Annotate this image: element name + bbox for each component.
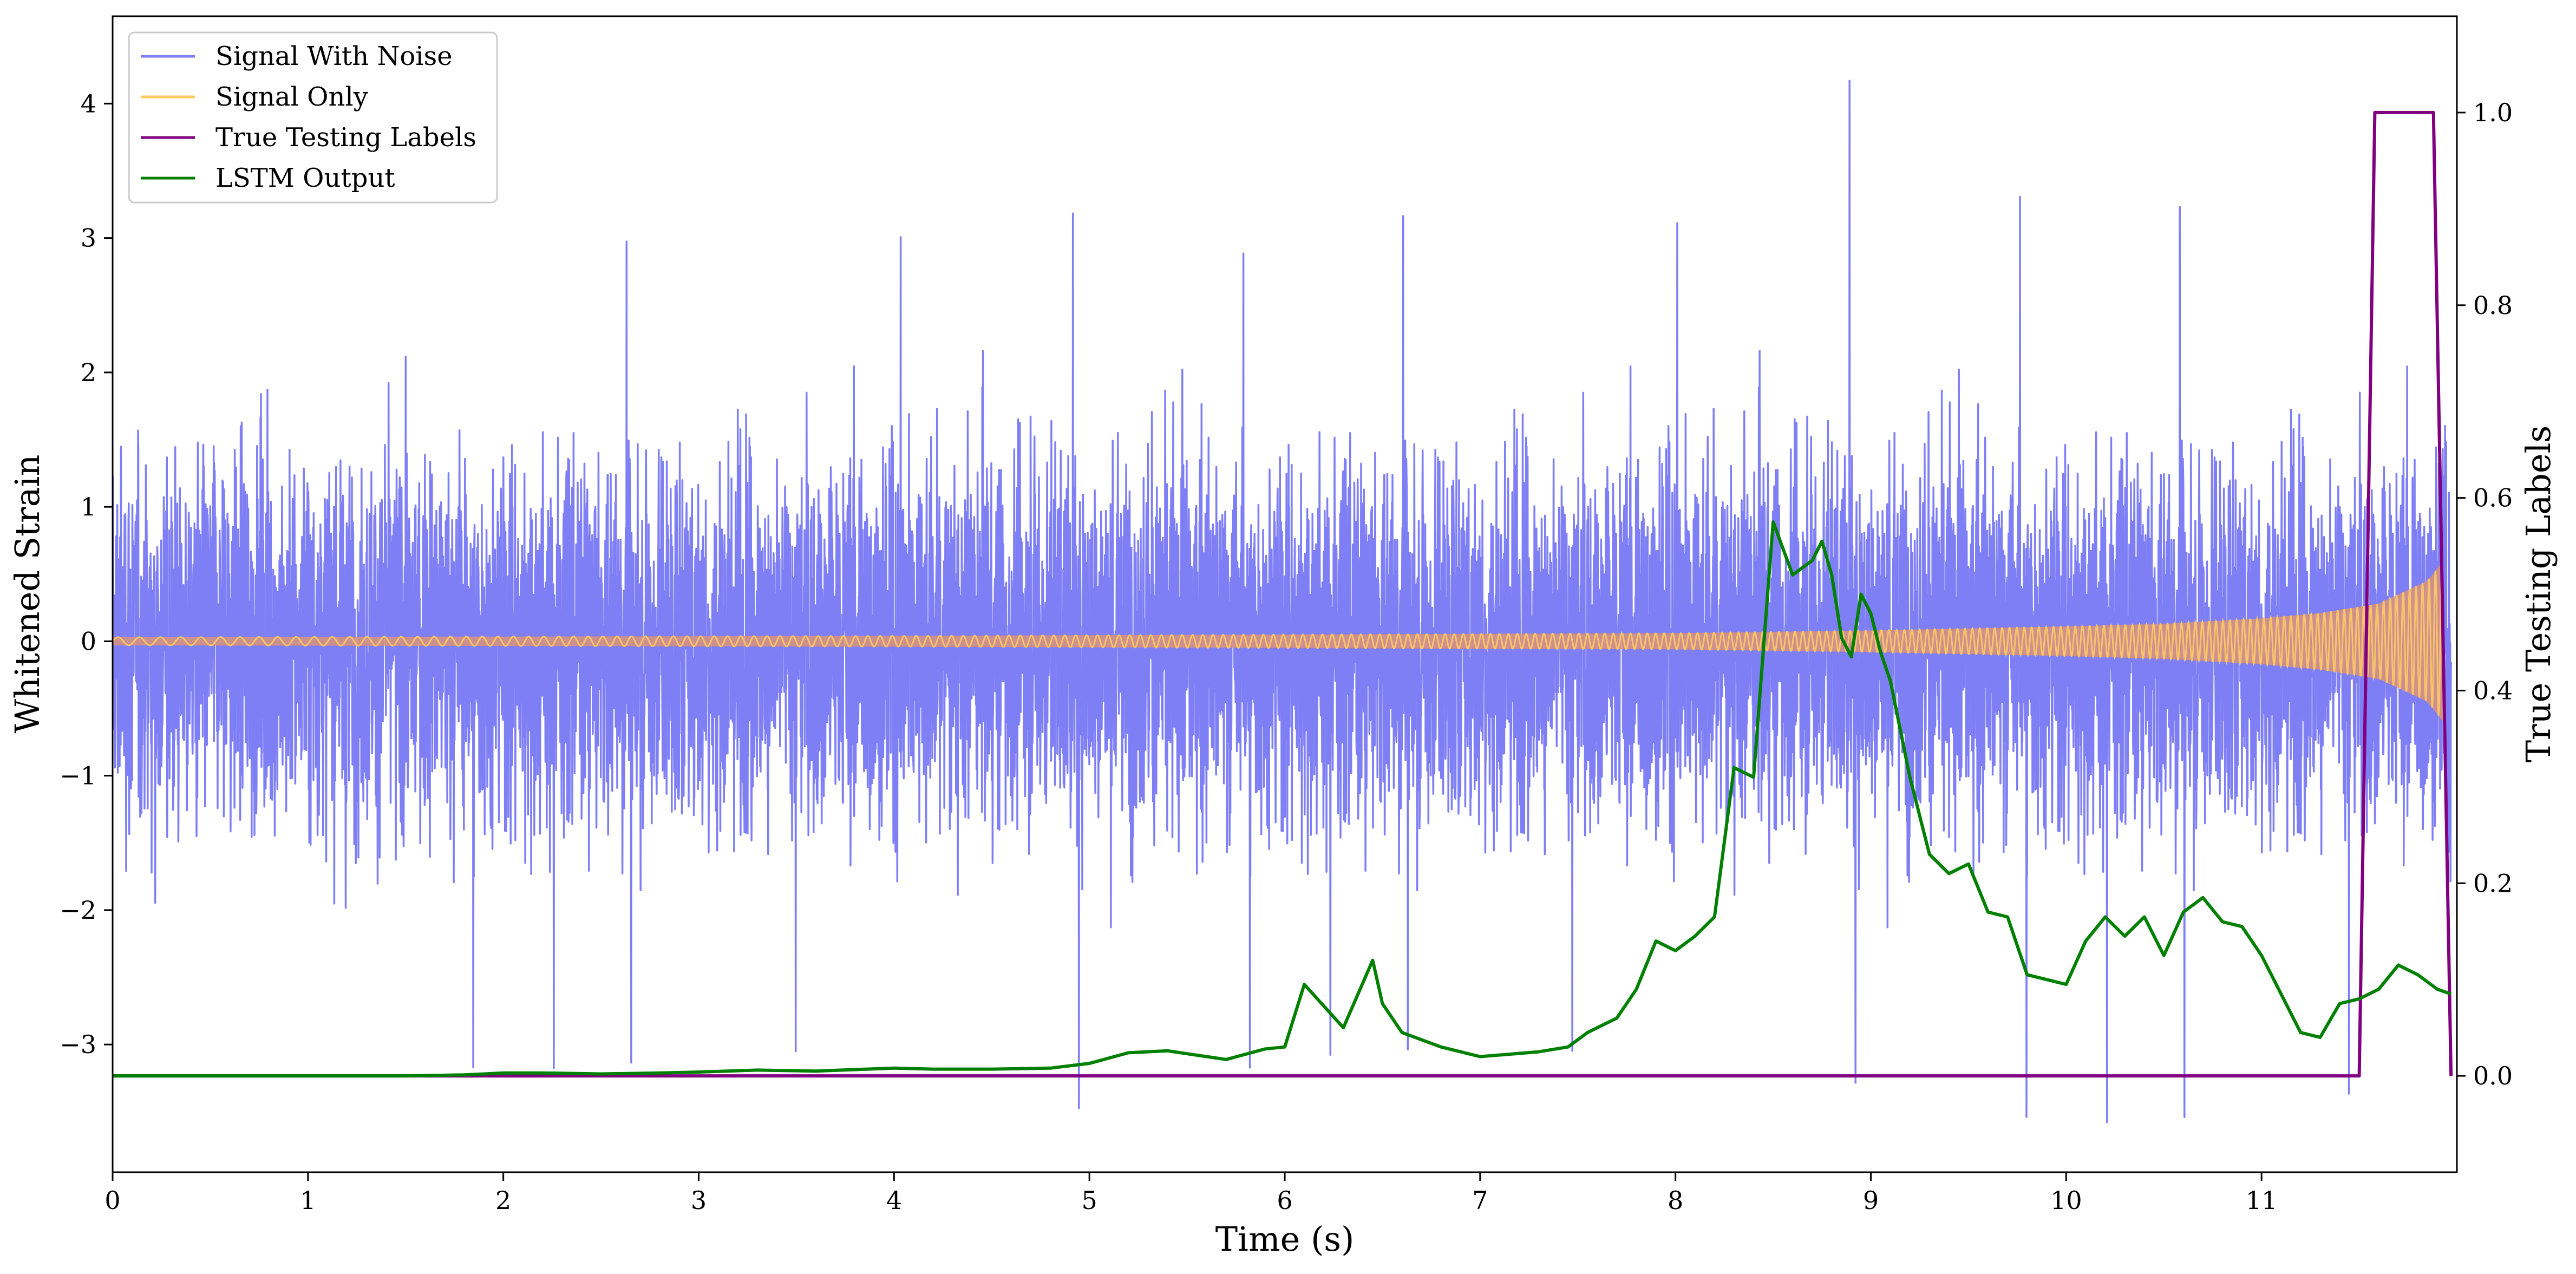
x-tick-label: 5 <box>1082 1186 1097 1215</box>
y-tick-label: 3 <box>81 224 96 253</box>
y2-tick-label: 0.6 <box>2473 484 2513 513</box>
y-tick-label: −1 <box>60 761 96 790</box>
y2-tick-label: 0.0 <box>2473 1061 2513 1090</box>
axes: 0 1 2 3 4 5 6 7 8 9 10 11 −3 −2 −1 0 1 2 3 4 0.0 0.2 0.4 0.6 0.8… <box>60 89 2513 1215</box>
x-tick-label: 1 <box>300 1186 316 1215</box>
y2-tick-label: 0.2 <box>2473 868 2513 898</box>
y2-tick-label: 0.8 <box>2473 291 2513 320</box>
x-tick-label: 11 <box>2246 1186 2278 1215</box>
series-signal-only <box>113 561 2444 716</box>
y2-tick-label: 0.4 <box>2473 676 2513 705</box>
x-tick-label: 9 <box>1863 1186 1879 1215</box>
x-tick-label: 0 <box>104 1186 120 1215</box>
y-tick-label: −2 <box>60 896 96 925</box>
x-tick-label: 8 <box>1668 1186 1683 1215</box>
y2-tick-label: 1.0 <box>2473 98 2513 127</box>
legend-box <box>128 31 498 204</box>
y-axis-title: Whitened Strain <box>8 455 47 734</box>
y-tick-label: 4 <box>81 89 96 118</box>
x-axis-title: Time (s) <box>1215 1219 1355 1259</box>
series-true-testing-labels <box>113 110 2453 1078</box>
y-tick-label: −3 <box>60 1030 96 1059</box>
series-lstm-output <box>113 520 2452 1078</box>
x-tick-label: 6 <box>1277 1186 1292 1215</box>
y-tick-label: 1 <box>81 492 96 521</box>
x-tick-label: 3 <box>691 1186 707 1215</box>
legend-label-signal-only: Signal Only <box>215 82 368 112</box>
legend-label-signal-with-noise: Signal With Noise <box>215 41 453 71</box>
series-signal-with-noise <box>113 80 2452 1123</box>
legend-label-true-testing-labels: True Testing Labels <box>215 122 476 153</box>
plot-area <box>113 80 2453 1123</box>
series-signal-only-envelope <box>113 560 2443 722</box>
legend-label-lstm-output: LSTM Output <box>215 163 395 193</box>
y2-axis-title: True Testing Labels <box>2519 426 2558 763</box>
x-tick-label: 7 <box>1472 1186 1488 1215</box>
legend: Signal With Noise Signal Only True Testi… <box>128 31 498 204</box>
y-tick-label: 2 <box>81 358 96 387</box>
x-tick-label: 10 <box>2050 1186 2082 1215</box>
x-tick-label: 2 <box>495 1186 511 1215</box>
y-tick-label: 0 <box>81 626 96 656</box>
x-tick-label: 4 <box>886 1186 902 1215</box>
